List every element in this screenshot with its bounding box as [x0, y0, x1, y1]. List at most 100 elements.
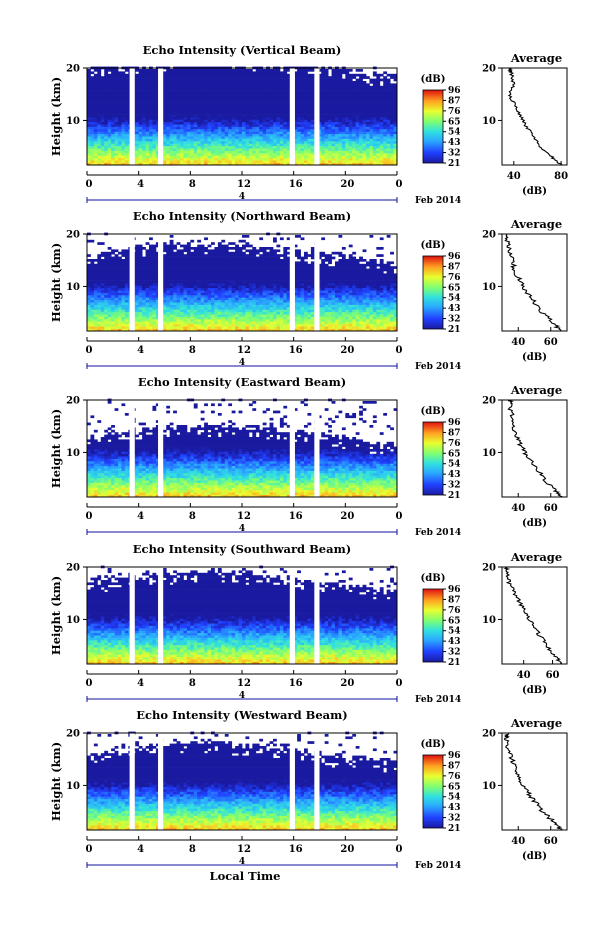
y-tick-label: 10: [66, 282, 80, 293]
y-tick-label: 10: [66, 781, 80, 792]
x-tick-label: 12: [237, 345, 251, 356]
data-gap: [129, 567, 135, 664]
panel-1: Echo Intensity (Vertical Beam)1020Height…: [49, 43, 568, 206]
colorbar-tick-label: 96: [448, 86, 461, 96]
data-gap: [129, 733, 135, 830]
panel-3: Echo Intensity (Eastward Beam)1020Height…: [49, 375, 568, 538]
colorbar-unit-label: (dB): [421, 74, 446, 85]
profile-x-tick-label: 40: [517, 670, 531, 681]
profile-x-tick-label: 40: [511, 836, 525, 847]
x-tick-label: 20: [340, 345, 354, 356]
profile-x-tick-label: 60: [546, 670, 560, 681]
profile-frame: [501, 732, 568, 831]
x-tick-label: 20: [340, 844, 354, 855]
profile-y-tick-label: 20: [482, 563, 496, 574]
data-gap: [289, 68, 295, 165]
colorbar-tick-label: 76: [448, 107, 461, 117]
panel-title: Echo Intensity (Vertical Beam): [143, 43, 342, 57]
heatmap-frame: [86, 732, 398, 831]
x-tick-label: 12: [237, 844, 251, 855]
y-tick-label: 20: [66, 563, 80, 574]
profile-frame: [501, 67, 568, 166]
x-tick-label: 20: [340, 678, 354, 689]
x-tick-label: 0: [396, 179, 403, 190]
colorbar-tick-label: 21: [448, 658, 461, 668]
colorbar-tick-label: 21: [448, 159, 461, 169]
data-gap: [158, 234, 164, 331]
colorbar-tick-label: 32: [448, 814, 461, 824]
profile-line: [507, 400, 563, 498]
profile-line: [503, 733, 563, 831]
x-tick-label: 4: [137, 345, 144, 356]
y-tick-label: 20: [66, 729, 80, 740]
x-tick-label: 4: [137, 678, 144, 689]
colorbar-tick-label: 76: [448, 273, 461, 283]
y-axis-label: Height (km): [49, 243, 63, 322]
colorbar-tick-label: 54: [448, 627, 461, 637]
profile-frame: [501, 566, 568, 665]
date-month-label: Feb 2014: [415, 861, 461, 871]
data-gap: [314, 68, 320, 165]
y-tick-label: 20: [66, 396, 80, 407]
colorbar-tick-label: 54: [448, 460, 461, 470]
data-gap: [289, 567, 295, 664]
colorbar-tick-label: 96: [448, 418, 461, 428]
x-tick-label: 4: [137, 511, 144, 522]
data-gap: [314, 234, 320, 331]
heatmap-frame: [86, 233, 398, 332]
x-tick-label: 20: [340, 511, 354, 522]
profile-y-tick-label: 20: [482, 729, 496, 740]
data-gap: [289, 733, 295, 830]
profile-title: Average: [510, 217, 562, 231]
colorbar-tick-label: 87: [448, 262, 461, 272]
colorbar-unit-label: (dB): [421, 240, 446, 251]
profile-title: Average: [510, 51, 562, 65]
colorbar-tick-label: 32: [448, 149, 461, 159]
x-tick-label: 16: [289, 678, 303, 689]
y-axis-label: Height (km): [49, 742, 63, 821]
heatmap-frame: [86, 399, 398, 498]
data-gap: [289, 400, 295, 497]
colorbar-tick-label: 65: [448, 449, 461, 459]
profile-x-tick-label: 40: [511, 503, 525, 514]
profile-y-tick-label: 10: [482, 615, 496, 626]
x-tick-label: 4: [137, 844, 144, 855]
x-tick-label: 16: [289, 179, 303, 190]
colorbar-tick-label: 87: [448, 595, 461, 605]
colorbar-tick-label: 96: [448, 751, 461, 761]
x-tick-label: 16: [289, 844, 303, 855]
profile-x-tick-label: 40: [511, 337, 525, 348]
profile-x-axis-label: (dB): [522, 851, 547, 862]
data-gap: [129, 400, 135, 497]
x-tick-label: 12: [237, 179, 251, 190]
x-tick-label: 8: [189, 345, 196, 356]
colorbar-tick-label: 43: [448, 470, 461, 480]
profile-x-axis-label: (dB): [522, 352, 547, 363]
panel-5: Echo Intensity (Westward Beam)1020Height…: [49, 708, 568, 871]
colorbar-tick-label: 43: [448, 803, 461, 813]
y-tick-label: 10: [66, 615, 80, 626]
x-tick-label: 0: [396, 844, 403, 855]
profile-y-tick-label: 20: [482, 64, 496, 75]
profile-x-axis-label: (dB): [522, 186, 547, 197]
profile-line: [504, 234, 562, 332]
x-tick-label: 12: [237, 678, 251, 689]
profile-frame: [501, 399, 568, 498]
panel-4: Echo Intensity (Southward Beam)1020Heigh…: [49, 542, 568, 705]
profile-line: [503, 567, 563, 665]
date-month-label: Feb 2014: [415, 196, 461, 206]
data-gap: [314, 733, 320, 830]
x-tick-label: 8: [189, 179, 196, 190]
profile-x-tick-label: 40: [507, 171, 521, 182]
profile-y-tick-label: 10: [482, 116, 496, 127]
x-tick-label: 0: [86, 678, 93, 689]
profile-line: [507, 68, 563, 166]
colorbar-unit-label: (dB): [421, 406, 446, 417]
data-gap: [129, 68, 135, 165]
colorbar-tick-label: 21: [448, 325, 461, 335]
x-tick-label: 0: [86, 345, 93, 356]
colorbar-tick-label: 87: [448, 428, 461, 438]
profile-y-tick-label: 20: [482, 230, 496, 241]
data-gap: [158, 68, 164, 165]
